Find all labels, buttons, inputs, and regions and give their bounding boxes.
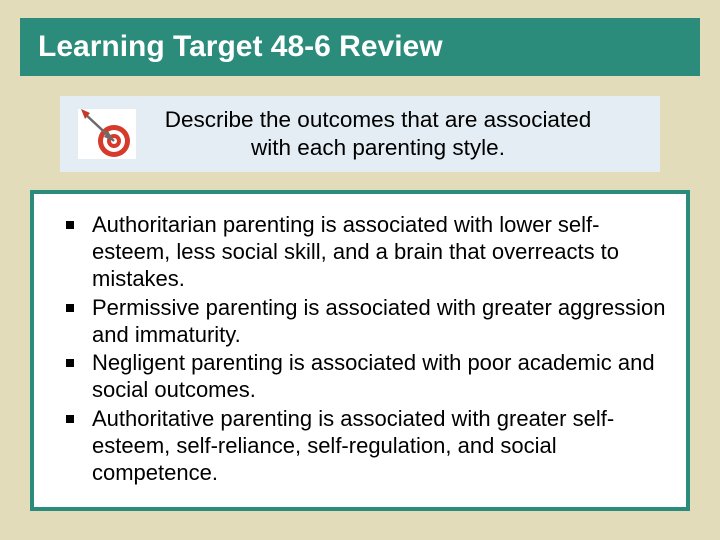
list-item: Authoritarian parenting is associated wi… xyxy=(64,212,666,292)
subtitle-box: Describe the outcomes that are associate… xyxy=(60,96,660,172)
list-item: Permissive parenting is associated with … xyxy=(64,295,666,349)
list-item: Negligent parenting is associated with p… xyxy=(64,350,666,404)
title-bar: Learning Target 48-6 Review xyxy=(20,18,700,76)
list-item: Authoritative parenting is associated wi… xyxy=(64,406,666,486)
bullet-list: Authoritarian parenting is associated wi… xyxy=(64,212,666,486)
slide: Learning Target 48-6 Review Describe the… xyxy=(0,0,720,540)
subtitle-text: Describe the outcomes that are associate… xyxy=(144,106,642,162)
content-box: Authoritarian parenting is associated wi… xyxy=(30,190,690,510)
slide-title: Learning Target 48-6 Review xyxy=(36,30,684,64)
target-icon xyxy=(78,109,136,159)
